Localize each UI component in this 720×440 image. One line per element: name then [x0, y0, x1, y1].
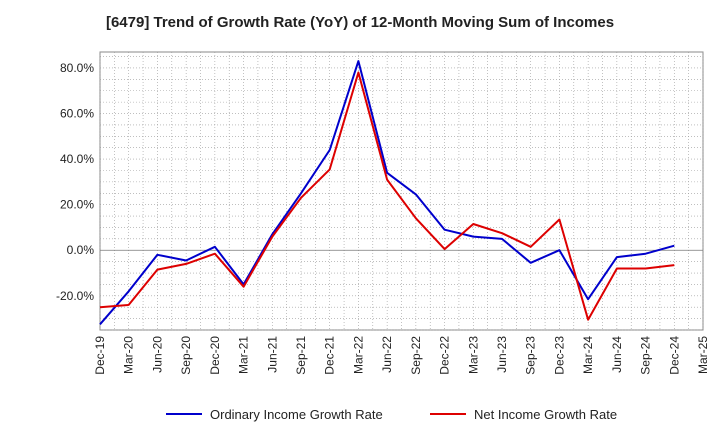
series-line	[99, 71, 675, 321]
x-tick-label: Sep-24	[639, 336, 653, 375]
series-lines	[99, 60, 675, 325]
y-tick-label: -20.0%	[56, 289, 94, 303]
y-tick-label: 0.0%	[67, 243, 95, 257]
x-tick-label: Mar-24	[581, 336, 595, 374]
x-tick-label: Dec-24	[667, 336, 681, 375]
x-tick-label: Dec-20	[208, 336, 222, 375]
x-tick-label: Jun-21	[265, 336, 279, 373]
x-tick-label: Sep-21	[294, 336, 308, 375]
y-axis-ticks: -20.0% 0.0% 20.0% 40.0% 60.0% 80.0%	[56, 61, 94, 303]
x-tick-label: Jun-22	[380, 336, 394, 373]
x-tick-label: Sep-23	[524, 336, 538, 375]
y-tick-label: 20.0%	[60, 198, 94, 212]
grid-lines	[99, 52, 704, 331]
legend-label: Net Income Growth Rate	[474, 407, 617, 422]
x-tick-label: Dec-19	[93, 336, 107, 375]
x-tick-label: Dec-22	[438, 336, 452, 375]
x-tick-label: Jun-23	[495, 336, 509, 373]
legend: Ordinary Income Growth Rate Net Income Gr…	[166, 407, 617, 422]
x-tick-label: Jun-24	[610, 336, 624, 373]
x-tick-label: Sep-22	[409, 336, 423, 375]
x-tick-label: Mar-23	[466, 336, 480, 374]
x-tick-label: Dec-21	[323, 336, 337, 375]
x-tick-label: Dec-23	[552, 336, 566, 375]
y-tick-label: 80.0%	[60, 61, 94, 75]
x-tick-label: Jun-20	[150, 336, 164, 373]
chart-title: [6479] Trend of Growth Rate (YoY) of 12-…	[105, 14, 615, 31]
x-tick-label: Mar-21	[237, 336, 251, 374]
x-tick-label: Mar-25	[696, 336, 710, 374]
y-tick-label: 60.0%	[60, 107, 94, 121]
y-tick-label: 40.0%	[60, 152, 94, 166]
x-tick-label: Sep-20	[179, 336, 193, 375]
x-tick-label: Mar-22	[351, 336, 365, 374]
x-tick-label: Mar-20	[122, 336, 136, 374]
x-axis-ticks: Dec-19 Mar-20 Jun-20 Sep-20 Dec-20 Mar-21 Jun-…	[93, 336, 710, 375]
legend-label: Ordinary Income Growth Rate	[210, 407, 383, 422]
